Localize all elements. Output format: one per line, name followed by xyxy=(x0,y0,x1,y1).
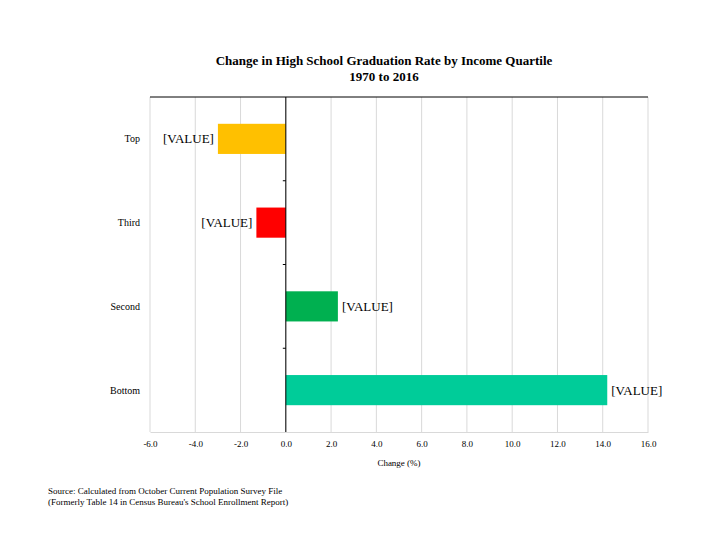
category-label: Third xyxy=(118,217,140,228)
category-separator xyxy=(283,264,286,265)
category-label: Bottom xyxy=(110,385,140,396)
x-tick: -2.0 xyxy=(234,432,249,449)
x-tick: 2.0 xyxy=(326,432,338,449)
data-label: [VALUE] xyxy=(611,383,662,398)
x-tick: 14.0 xyxy=(595,432,611,449)
x-tick: 6.0 xyxy=(417,432,429,449)
category-axis xyxy=(283,97,286,432)
data-label: [VALUE] xyxy=(201,215,252,230)
x-tick-label: 4.0 xyxy=(371,439,383,449)
subtitle: 1970 to 2016 xyxy=(349,69,419,84)
bars xyxy=(218,124,607,405)
x-tick-label: 14.0 xyxy=(595,439,611,449)
bar xyxy=(286,291,338,321)
x-tick: 12.0 xyxy=(550,432,566,449)
x-tick-label: 0.0 xyxy=(281,439,293,449)
category-label: Second xyxy=(111,301,140,312)
x-tick-label: 16.0 xyxy=(641,439,657,449)
frame-top xyxy=(150,97,648,98)
grid-line xyxy=(195,97,196,432)
category-separator xyxy=(283,348,286,349)
x-tick: -6.0 xyxy=(143,432,158,449)
x-axis: -6.0 -4.0 -2.0 0.0 2.0 4.0 6.0 8.0 10.0 12.0 14.0 1… xyxy=(143,432,657,449)
data-label: [VALUE] xyxy=(163,131,214,146)
x-tick: -4.0 xyxy=(189,432,204,449)
x-tick-label: 12.0 xyxy=(550,439,566,449)
x-axis-line xyxy=(151,432,649,433)
x-tick: 16.0 xyxy=(641,432,657,449)
bar xyxy=(256,208,285,238)
chart-svg: Change in High School Graduation Rate by… xyxy=(0,0,720,540)
x-tick-label: 2.0 xyxy=(326,439,338,449)
bar xyxy=(286,375,607,405)
source-line: (Formerly Table 14 in Census Bureau's Sc… xyxy=(48,497,288,507)
bar xyxy=(218,124,286,154)
x-tick: 8.0 xyxy=(462,432,474,449)
chart-container: Change in High School Graduation Rate by… xyxy=(0,0,720,540)
x-tick-label: 10.0 xyxy=(505,439,521,449)
x-tick: 4.0 xyxy=(371,432,383,449)
title: Change in High School Graduation Rate by… xyxy=(216,53,553,68)
grid-line xyxy=(150,97,151,432)
grid xyxy=(150,97,648,432)
category-separator xyxy=(283,180,286,181)
x-tick-label: -4.0 xyxy=(189,439,204,449)
x-tick-label: -6.0 xyxy=(143,439,158,449)
x-tick-label: -2.0 xyxy=(234,439,249,449)
category-label: Top xyxy=(125,133,140,144)
x-tick: 10.0 xyxy=(505,432,521,449)
x-tick: 0.0 xyxy=(281,432,293,449)
x-tick-label: 6.0 xyxy=(417,439,429,449)
data-label: [VALUE] xyxy=(342,299,393,314)
data-labels: [VALUE] [VALUE] [VALUE] [VALUE] xyxy=(163,131,662,397)
x-axis-title: Change (%) xyxy=(377,458,420,468)
source: Source: Calculated from October Current … xyxy=(48,486,288,507)
x-tick-label: 8.0 xyxy=(462,439,474,449)
category-labels: Top Third Second Bottom xyxy=(110,133,140,395)
source-line: Source: Calculated from October Current … xyxy=(48,486,282,496)
